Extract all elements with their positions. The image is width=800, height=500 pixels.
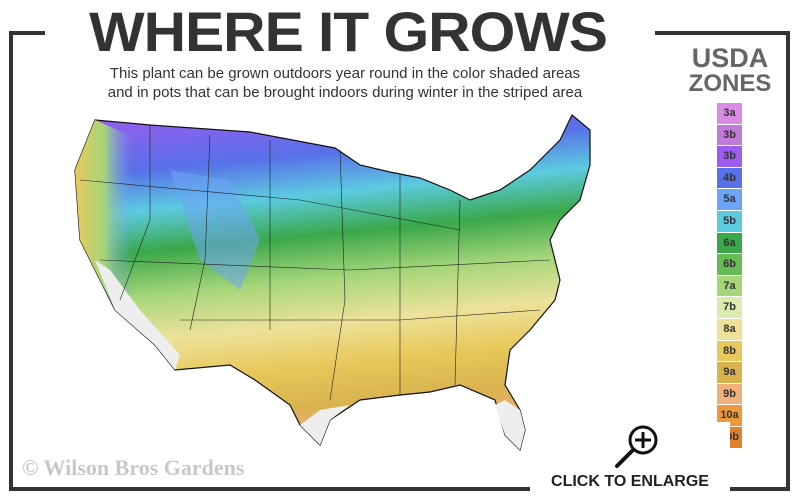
zone-swatch-8a: 8a (717, 318, 742, 340)
zone-swatch-7b: 7b (717, 297, 742, 318)
zone-swatch-7a: 7a (717, 275, 742, 297)
zone-swatch-5a: 5a (717, 189, 742, 210)
subtitle-line-2: and in pots that can be brought indoors … (107, 84, 583, 101)
zone-swatch-9a: 9a (717, 362, 742, 383)
state-borders (79, 125, 551, 401)
zone-swatch-4b: 4b (717, 167, 742, 189)
frame-top-right (655, 31, 790, 35)
zone-swatch-8b: 8b (717, 340, 742, 362)
mountain-region (170, 170, 260, 290)
zone-swatch-9b: 9b (717, 383, 742, 405)
zone-swatch-6a: 6a (717, 232, 742, 254)
enlarge-label: CLICK TO ENLARGE (551, 473, 709, 490)
legend-title-line-2: ZONES (688, 70, 772, 97)
frame-bottom (9, 487, 790, 491)
striped-area-texas (300, 405, 350, 445)
zoom-in-icon (615, 425, 658, 468)
zone-swatch-6b: 6b (717, 254, 742, 275)
zone-swatch-3a: 3a (717, 103, 742, 124)
striped-area-florida (495, 400, 525, 450)
frame-top-left (9, 31, 45, 35)
zone-swatch-3b: 3b (717, 146, 742, 167)
subtitle-line-1: This plant can be grown outdoors year ro… (109, 65, 581, 82)
copyright-watermark: © Wilson Bros Gardens (22, 455, 245, 480)
legend-title: USDA ZONES (680, 43, 780, 97)
striped-area-west (95, 260, 180, 370)
west-coast-zones (75, 120, 190, 370)
zone-swatch-3b: 3b (717, 124, 742, 146)
frame-left (9, 31, 13, 491)
page-title: WHERE IT GROWS (89, 0, 608, 63)
usa-zone-map[interactable] (40, 110, 640, 460)
legend-title-line-1: USDA (691, 43, 769, 73)
click-to-enlarge-button[interactable]: CLICK TO ENLARGE (530, 422, 730, 497)
zone-swatch-5b: 5b (717, 210, 742, 232)
zone-legend: 3a3b3b4b5a5b6a6b7a7b8a8b9a9b10a10b (717, 103, 742, 449)
frame-right (786, 31, 790, 491)
subtitle: This plant can be grown outdoors year ro… (50, 64, 640, 102)
zone-swatch-10a: 10a (717, 405, 742, 426)
